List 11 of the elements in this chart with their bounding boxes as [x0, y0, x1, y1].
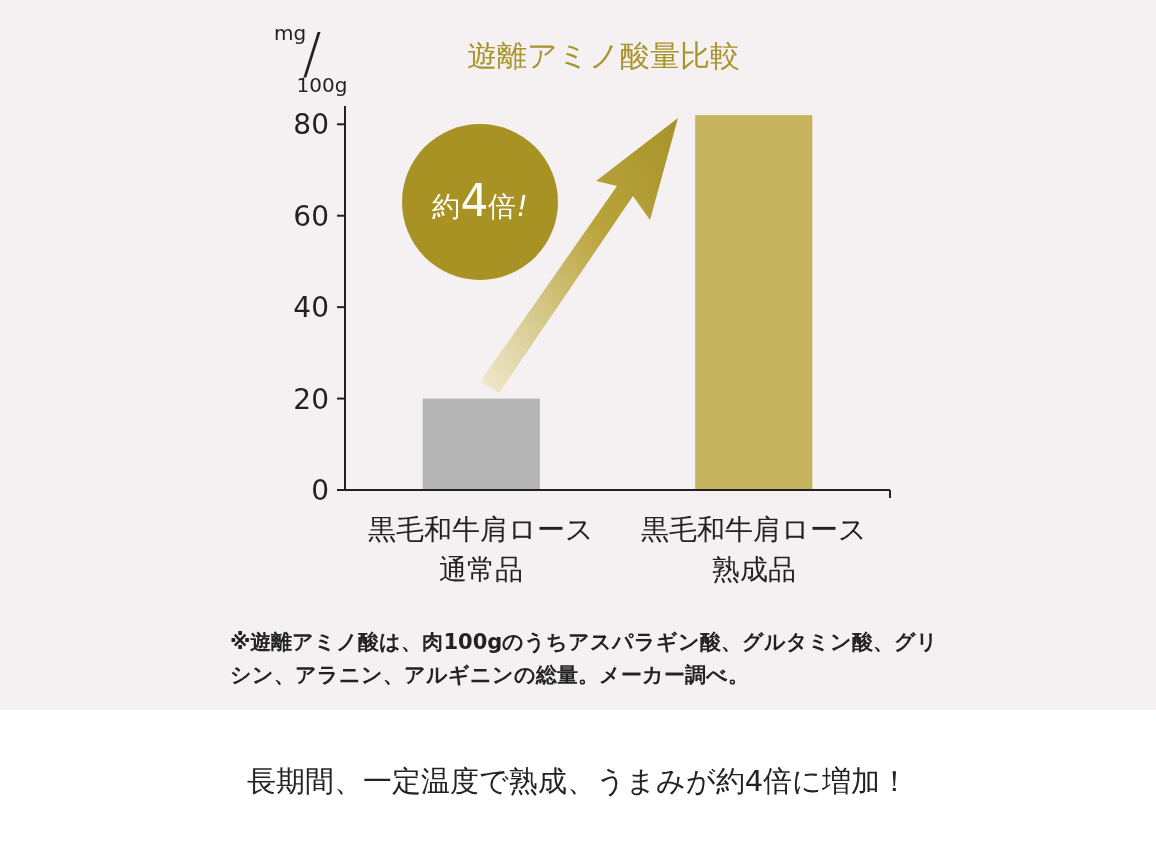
- y-tick-label: 60: [293, 199, 329, 233]
- y-tick-label: 0: [311, 474, 329, 507]
- y-tick-label: 40: [293, 291, 329, 325]
- x-tick-label: 黒毛和牛肩ロース通常品: [367, 512, 596, 588]
- y-tick-label: 20: [293, 382, 329, 416]
- x-tick-label: 黒毛和牛肩ロース熟成品: [639, 512, 868, 588]
- y-tick-label: 80: [293, 108, 329, 142]
- text: 長期間、一定温度で熟成、うまみが約4倍に増加！: [245, 763, 911, 800]
- text: ※遊離アミノ酸は、肉100gのうちアスパラギン酸、グルタミン酸、グリシン、アラニン、アルギニンの総量。メーカー調べ。: [230, 629, 940, 689]
- chart-title: 遊離アミノ酸量比較: [466, 38, 740, 73]
- annotation: 約4倍!: [432, 175, 528, 226]
